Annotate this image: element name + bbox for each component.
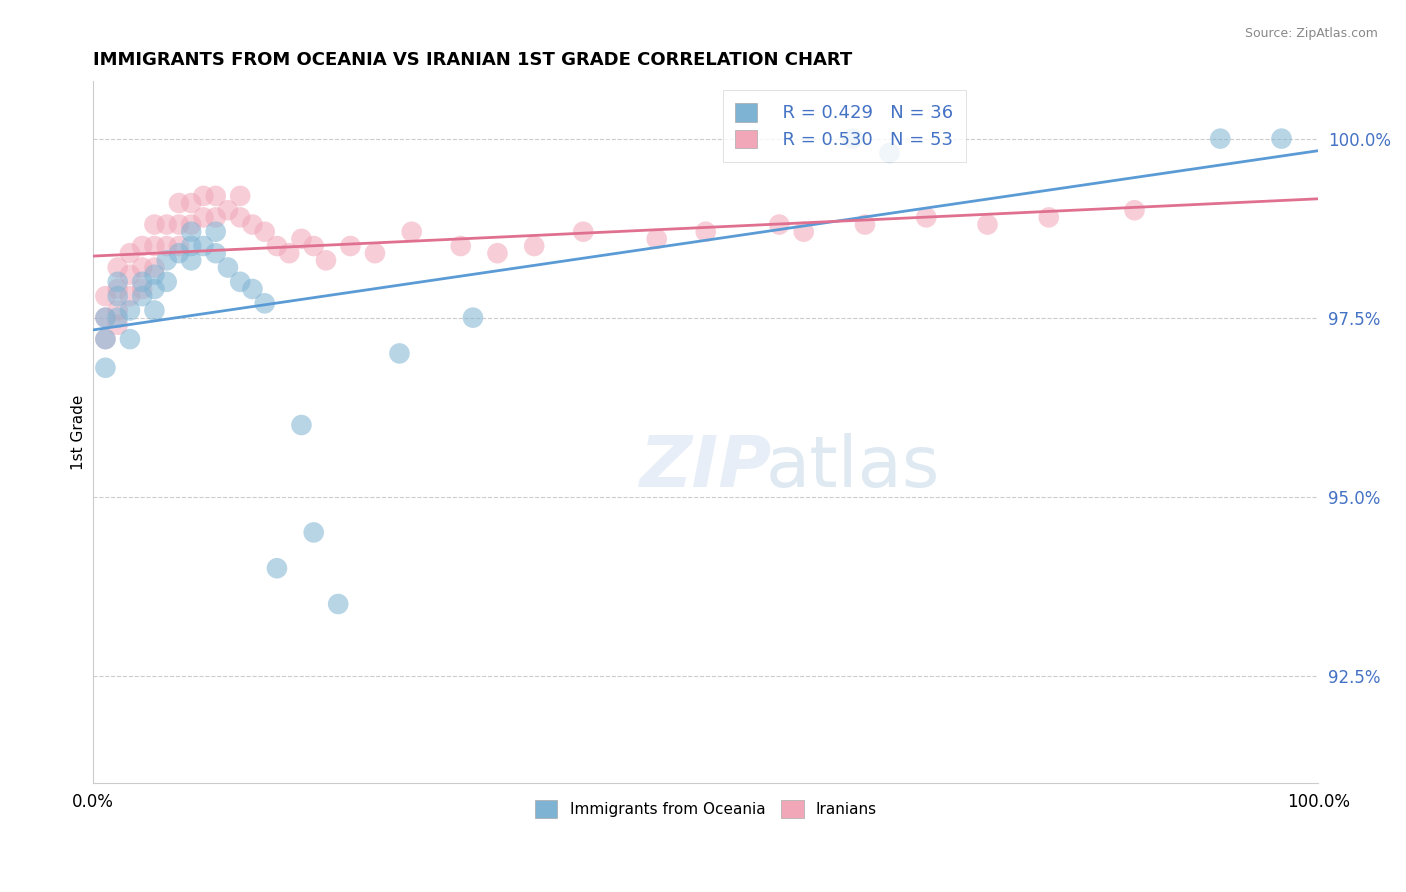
Point xyxy=(107,289,129,303)
Y-axis label: 1st Grade: 1st Grade xyxy=(72,394,86,470)
Text: Source: ZipAtlas.com: Source: ZipAtlas.com xyxy=(1244,27,1378,40)
Point xyxy=(695,225,717,239)
Point xyxy=(143,260,166,275)
Point xyxy=(242,282,264,296)
Point xyxy=(315,253,337,268)
Point xyxy=(94,332,117,346)
Point xyxy=(278,246,301,260)
Point xyxy=(180,239,202,253)
Point xyxy=(107,282,129,296)
Point xyxy=(94,289,117,303)
Point xyxy=(253,296,276,310)
Point xyxy=(156,275,179,289)
Point xyxy=(204,246,226,260)
Point xyxy=(143,303,166,318)
Point xyxy=(94,310,117,325)
Point xyxy=(193,189,215,203)
Point xyxy=(229,189,252,203)
Point xyxy=(879,145,901,160)
Point xyxy=(118,246,141,260)
Point xyxy=(229,211,252,225)
Point xyxy=(180,196,202,211)
Point xyxy=(156,253,179,268)
Point xyxy=(131,282,153,296)
Point xyxy=(156,239,179,253)
Legend: Immigrants from Oceania, Iranians: Immigrants from Oceania, Iranians xyxy=(529,794,883,824)
Point xyxy=(523,239,546,253)
Point xyxy=(204,225,226,239)
Point xyxy=(193,239,215,253)
Point xyxy=(107,318,129,332)
Point xyxy=(156,218,179,232)
Point xyxy=(94,332,117,346)
Point xyxy=(107,275,129,289)
Point xyxy=(915,211,938,225)
Point xyxy=(143,282,166,296)
Point xyxy=(450,239,472,253)
Point xyxy=(193,211,215,225)
Point xyxy=(266,239,288,253)
Point xyxy=(118,289,141,303)
Point xyxy=(94,310,117,325)
Point xyxy=(339,239,361,253)
Point xyxy=(180,218,202,232)
Point xyxy=(107,310,129,325)
Point xyxy=(302,239,325,253)
Point xyxy=(302,525,325,540)
Point xyxy=(217,260,239,275)
Point xyxy=(131,275,153,289)
Point xyxy=(1123,203,1146,218)
Point xyxy=(328,597,350,611)
Point xyxy=(167,246,190,260)
Point xyxy=(1270,131,1292,145)
Point xyxy=(290,232,312,246)
Point xyxy=(131,289,153,303)
Point xyxy=(572,225,595,239)
Point xyxy=(290,417,312,432)
Point xyxy=(364,246,387,260)
Point xyxy=(401,225,423,239)
Point xyxy=(118,303,141,318)
Point xyxy=(204,189,226,203)
Point xyxy=(143,268,166,282)
Point xyxy=(107,260,129,275)
Point xyxy=(180,225,202,239)
Text: IMMIGRANTS FROM OCEANIA VS IRANIAN 1ST GRADE CORRELATION CHART: IMMIGRANTS FROM OCEANIA VS IRANIAN 1ST G… xyxy=(93,51,852,69)
Text: atlas: atlas xyxy=(765,433,941,502)
Point xyxy=(94,360,117,375)
Point xyxy=(242,218,264,232)
Point xyxy=(1038,211,1060,225)
Point xyxy=(645,232,668,246)
Point xyxy=(1209,131,1232,145)
Point xyxy=(388,346,411,360)
Point xyxy=(976,218,998,232)
Point xyxy=(143,218,166,232)
Text: ZIP: ZIP xyxy=(640,433,772,502)
Point xyxy=(131,260,153,275)
Point xyxy=(217,203,239,218)
Point xyxy=(107,303,129,318)
Point xyxy=(167,239,190,253)
Point xyxy=(167,196,190,211)
Point xyxy=(204,211,226,225)
Point xyxy=(118,268,141,282)
Point xyxy=(118,332,141,346)
Point xyxy=(253,225,276,239)
Point xyxy=(853,218,876,232)
Point xyxy=(768,218,790,232)
Point xyxy=(266,561,288,575)
Point xyxy=(229,275,252,289)
Point xyxy=(131,239,153,253)
Point xyxy=(486,246,509,260)
Point xyxy=(143,239,166,253)
Point xyxy=(842,131,865,145)
Point xyxy=(180,253,202,268)
Point xyxy=(793,225,815,239)
Point xyxy=(461,310,484,325)
Point xyxy=(167,218,190,232)
